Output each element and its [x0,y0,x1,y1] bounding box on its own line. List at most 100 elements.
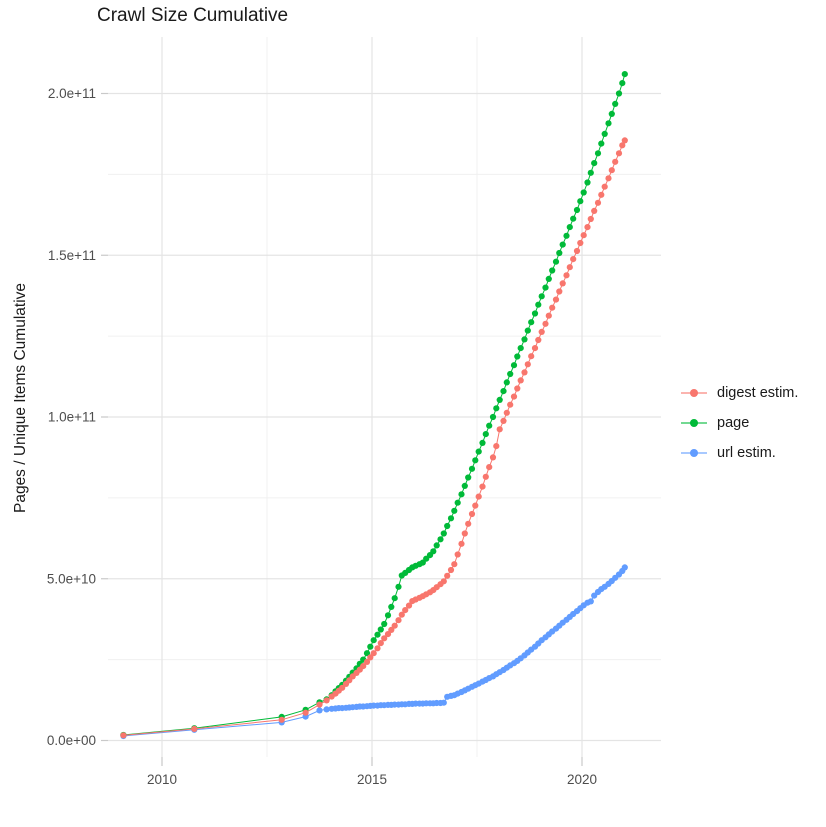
data-point-page [549,267,556,274]
data-point-page [447,515,455,522]
data-point-page [570,215,577,222]
data-point-page [535,301,542,308]
data-point-digest [302,709,309,716]
data-point-digest [542,320,549,327]
data-point-digest [559,280,566,287]
data-point-digest [577,239,584,247]
data-point-digest [621,137,628,144]
data-point-url [440,699,447,706]
data-point-page [605,120,612,127]
data-point-digest [598,191,605,198]
legend-label: page [717,415,750,431]
data-point-page [437,536,444,543]
data-point-page [384,612,392,619]
data-point-page [556,249,563,257]
data-point-page [433,542,440,549]
data-point-digest [440,578,447,585]
data-point-digest [531,345,539,352]
data-point-digest [563,272,570,279]
data-point-digest [507,401,514,408]
data-point-digest [573,247,581,255]
legend-key-icon [681,447,707,459]
x-tick-label: 2015 [357,772,387,787]
series-line-digest [123,140,626,736]
data-point-page [524,327,531,334]
data-point-page [577,198,584,205]
data-point-page [367,643,374,650]
data-point-digest [398,611,405,618]
data-point-digest [591,207,598,214]
y-tick-label: 5.0e+10 [47,571,96,586]
data-point-digest [278,716,285,723]
data-point-digest [510,393,518,400]
data-point-page [510,362,518,369]
data-point-page [465,474,472,481]
data-point-digest [570,256,577,263]
data-point-digest [191,725,198,733]
data-point-page [538,293,545,300]
legend-row-page: page [681,408,798,438]
data-point-url [316,707,323,714]
legend-label: url estim. [717,445,776,461]
data-point-digest [374,645,381,652]
data-point-digest [360,663,367,670]
data-point-digest [619,142,626,149]
data-point-page [440,530,447,537]
data-point-digest [447,566,455,574]
data-point-digest [472,502,479,509]
data-point-page [531,310,539,317]
data-point-digest [388,626,395,634]
data-point-page [559,241,566,248]
data-point-digest [363,658,371,666]
data-point-digest [367,654,374,661]
data-point-digest [535,336,542,344]
data-point-digest [458,540,465,547]
data-point-page [566,224,573,231]
data-point-page [587,169,594,176]
data-point-digest [479,483,486,490]
data-point-digest [454,551,461,558]
data-point-digest [468,510,476,518]
data-point-digest [549,304,556,311]
data-point-digest [323,697,330,704]
data-point-page [528,319,535,326]
data-point-digest [500,417,507,424]
legend-row-url: url estim. [681,438,798,468]
data-point-digest [461,530,468,537]
data-point-digest [339,684,346,691]
data-point-page [454,499,461,506]
data-point-page [496,396,503,403]
data-point-page [451,507,458,514]
data-point-page [444,522,451,530]
chart-title: Crawl Size Cumulative [97,5,289,26]
data-point-page [486,422,493,429]
data-point-page [503,379,510,386]
data-point-page [475,448,482,455]
data-point-digest [465,520,472,527]
data-point-digest [496,426,503,433]
data-point-digest [482,473,489,480]
data-point-digest [615,150,623,157]
data-point-digest [316,701,323,708]
data-point-page [591,160,598,167]
data-point-page [615,90,623,97]
data-point-digest [489,454,497,461]
y-tick-label: 0.0e+00 [47,733,96,748]
data-point-page [381,620,388,628]
data-point-digest [451,561,458,568]
data-point-digest [587,215,594,223]
data-point-page [472,457,479,464]
data-point-page [391,595,398,602]
legend-key-icon [681,387,707,399]
data-point-page [619,80,626,87]
data-point-digest [384,631,392,638]
data-point-digest [381,635,388,642]
data-point-digest [524,361,531,368]
data-point-page [563,232,570,239]
data-point-digest [605,175,612,182]
data-point-page [377,626,384,633]
data-point-digest [521,369,528,376]
data-point-page [482,431,489,438]
